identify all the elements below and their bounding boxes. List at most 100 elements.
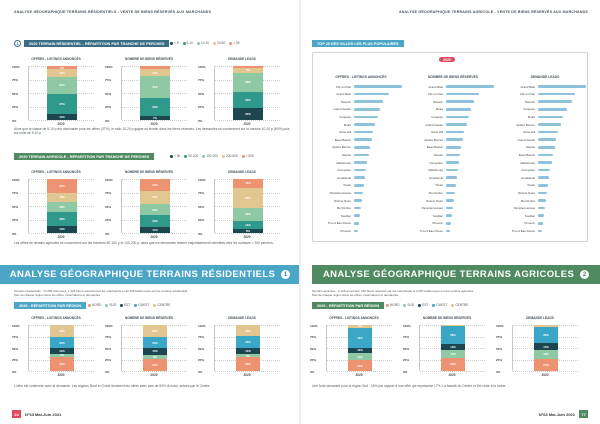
city-bar <box>354 85 402 88</box>
bar-segment: 8% <box>143 354 167 359</box>
city-name: Pereybère <box>337 168 351 173</box>
city-row: Souillac <box>317 213 405 218</box>
city-name: Trou d'Eau Douce <box>419 228 443 233</box>
city-row: Grand Baie <box>409 85 497 89</box>
bar-segment: 30% <box>236 357 260 371</box>
legend-swatch <box>170 41 173 45</box>
y-tick-label: 50% <box>198 91 205 96</box>
legend-label: OUEST <box>138 303 150 307</box>
legend-swatch <box>418 303 422 307</box>
y-tick-label: 0% <box>12 118 17 123</box>
data-label: 26% <box>59 216 65 221</box>
y-tick-label: 100% <box>105 323 113 328</box>
legend-swatch <box>182 41 186 45</box>
city-bar <box>446 92 479 96</box>
city-row: Quatre Bornes <box>317 145 405 149</box>
city-bar <box>354 214 361 217</box>
city-name: Rivière Noire <box>518 190 535 195</box>
city-name: Bel Ombre <box>429 190 443 195</box>
city-row: Pamplemousses <box>501 206 589 210</box>
band-agricoles: ANALYSE GÉOGRAPHIQUE TERRAINS AGRICOLES … <box>312 265 600 284</box>
data-label: 22% <box>152 219 158 224</box>
data-label: 38% <box>450 333 456 338</box>
stacked-bar: 31% 7% 12% 24% 26% <box>50 325 74 371</box>
y-tick-label: 75% <box>12 191 19 195</box>
city-name: Mahébourg <box>520 160 535 165</box>
city-bar <box>446 108 471 111</box>
city-bar <box>354 229 359 233</box>
band-number-icon: 2 <box>580 270 590 279</box>
city-row: Triolet <box>501 183 589 187</box>
data-label: 8% <box>245 68 251 73</box>
city-name: Moka <box>435 107 443 112</box>
data-label: 18% <box>59 195 65 200</box>
y-tick-label: 100% <box>198 177 206 182</box>
y-tick-label: 0% <box>198 231 203 236</box>
data-label: 14% <box>245 222 251 227</box>
data-label: 8% <box>152 354 158 359</box>
legend-swatch <box>221 154 225 158</box>
chart-panel: DEMANDE LEADS 8% 14% 25% 37% 16% 100% 75% 50% 25%… <box>198 170 286 244</box>
city-row: Pereybère <box>409 161 497 165</box>
city-bar <box>354 138 372 141</box>
stacked-bar-chart: 7% 33% 41% 14% <box>121 66 187 121</box>
city-name: Souillac <box>340 213 351 218</box>
legend-label: > 50 <box>233 41 240 45</box>
y-tick-label: 0% <box>105 231 110 236</box>
legend-label: OUEST <box>436 303 448 307</box>
legend-label: NORD <box>390 303 400 307</box>
page-fold <box>299 0 301 424</box>
legend-entry: CENTRE <box>153 303 170 307</box>
stacked-bar-chart: 22% 30% 36% 8% <box>214 66 280 121</box>
city-row: Mahébourg <box>409 168 497 173</box>
data-label: 27% <box>152 362 158 367</box>
chart-panel: DEMANDE LEADS 22% 30% 36% 8% 100% 75% 50% 25% 0% 2… <box>198 57 286 131</box>
city-name: Moka <box>343 122 351 127</box>
city-bar <box>354 176 366 179</box>
city-bar <box>538 206 546 210</box>
city-row: Goodlands <box>501 176 589 180</box>
panel-title: OFFRES - LISTINGS ANNONCÉS <box>329 316 379 320</box>
city-row: Rose Hill <box>317 130 405 134</box>
gridline <box>215 120 280 121</box>
legend-entry: > 50 <box>229 41 240 45</box>
legend-swatch <box>451 303 455 307</box>
legend-swatch <box>202 154 206 158</box>
legend-swatch <box>432 303 436 307</box>
panel-title: OFFRES - LISTINGS ANNONCÉS <box>31 170 81 174</box>
city-name: Tamarin <box>432 99 443 104</box>
chart-panel: NOMBRE DE BIENS RÉSERVÉS 27% 8% 15% 24% 26% 10… <box>105 316 193 382</box>
city-row: Bel Ombre <box>501 199 589 203</box>
y-tick-label: 25% <box>12 105 19 109</box>
legend-entry: OUEST <box>432 303 447 307</box>
city-row: Flic en Flac <box>317 85 405 89</box>
data-label: 10% <box>357 348 363 353</box>
city-bar <box>354 153 369 157</box>
data-label: 31% <box>59 83 65 88</box>
data-label: 23% <box>357 363 363 368</box>
city-row: Goodlands <box>317 176 405 180</box>
x-tick-label: 2020 <box>243 234 251 239</box>
bar-segment: 27% <box>534 358 558 371</box>
running-head-left: ANALYSE GÉOGRAPHIQUE TERRAINS RÉSIDENTIE… <box>14 10 212 14</box>
region-res-title: 2020 - RÉPARTITION PAR RÉGION <box>14 302 87 309</box>
city-bar <box>538 191 548 195</box>
city-name: Rivière Noire <box>426 198 443 203</box>
x-tick-label: 2020 <box>57 372 65 377</box>
city-name: Mahébourg <box>428 168 443 173</box>
city-name: Pamplemousses <box>421 206 443 211</box>
city-row: Trou d'Eau Douce <box>317 221 405 225</box>
bar-segment: 24% <box>236 325 260 337</box>
panel-title: OFFRES - LISTINGS ANNONCÉS <box>31 57 81 61</box>
y-tick-label: 100% <box>310 323 318 328</box>
gridline <box>122 233 187 234</box>
stacked-bar: 12% 37% 31% 14% 6% <box>47 66 77 120</box>
chart-panel: NOMBRE DE BIENS RÉSERVÉS 11% 22% 21% 24% 22% 1… <box>105 170 193 244</box>
y-tick-label: 75% <box>403 335 410 339</box>
legend-entry: 10-20 <box>196 41 209 45</box>
legend-swatch <box>88 303 91 307</box>
city-row: Flic en Flac <box>501 92 589 96</box>
note-line-1: Terrains agricoles : 3 125 annonces, 352… <box>312 289 474 293</box>
y-tick-label: 0% <box>12 369 17 374</box>
city-row: Bel Ombre <box>317 206 405 210</box>
